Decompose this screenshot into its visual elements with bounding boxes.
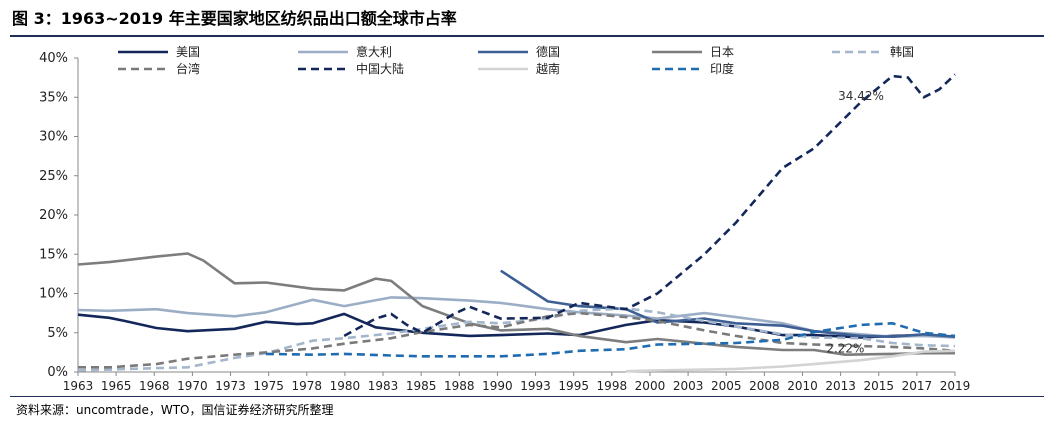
legend-label: 意大利: [356, 44, 392, 59]
title-row: 图 3：1963~2019 年主要国家地区纺织品出口额全球市占率: [12, 6, 1042, 34]
legend-item-7: 越南: [478, 61, 560, 76]
y-tick-label: 25%: [39, 169, 68, 184]
x-tick-label: 1973: [215, 379, 246, 393]
x-tick-label: 1993: [520, 379, 551, 393]
title-rule: [10, 35, 1044, 37]
x-tick-label: 1965: [101, 379, 132, 393]
series-line-0: [77, 312, 956, 339]
x-tick-label: 1978: [292, 379, 323, 393]
y-tick-label: 10%: [39, 287, 68, 302]
x-tick-label: 1985: [406, 379, 437, 393]
series-line-4: [77, 307, 956, 372]
legend-item-5: 台湾: [118, 61, 200, 76]
source-rule: [10, 396, 1044, 397]
axes: 0% 5% 10% 15% 20% 25% 30% 35% 40% 1963 1965 1968 197…: [39, 51, 970, 393]
source-note: 资料来源：uncomtrade，WTO，国信证券经济研究所整理: [16, 403, 334, 417]
x-tick-label: 1963: [63, 379, 94, 393]
x-tick-label: 2017: [902, 379, 933, 393]
x-tick-label: 1968: [139, 379, 170, 393]
annotation-label: 2.22%: [826, 342, 864, 356]
y-tick-label: 35%: [39, 90, 68, 105]
legend-label: 德国: [536, 44, 560, 59]
y-tick-label: 40%: [39, 51, 68, 66]
series-layer: [77, 73, 956, 373]
legend-item-4: 韩国: [832, 44, 914, 59]
series-line-5: [78, 311, 956, 369]
legend-label: 中国大陆: [356, 61, 404, 76]
x-tick-label: 2013: [825, 379, 856, 393]
legend-item-8: 印度: [652, 61, 734, 76]
legend-label: 韩国: [890, 44, 914, 59]
series-line-2: [500, 269, 956, 338]
series-line-6: [343, 73, 956, 338]
line-chart: 0% 5% 10% 15% 20% 25% 30% 35% 40% 1963 1965 1968 197…: [39, 44, 970, 393]
x-tick-label: 2005: [711, 379, 742, 393]
annotation-label: 34.42%: [838, 89, 884, 103]
series-line-7: [626, 349, 956, 373]
annotations: 34.42% 2.22%: [826, 89, 884, 356]
legend-item-2: 德国: [478, 44, 560, 59]
x-tick-label: 1998: [597, 379, 628, 393]
y-tick-label: 0%: [47, 365, 68, 380]
y-tick-label: 5%: [47, 326, 68, 341]
x-tick-label: 1990: [482, 379, 513, 393]
y-tick-label: 20%: [39, 208, 68, 223]
legend-label: 美国: [176, 45, 200, 59]
x-tick-label: 1975: [253, 379, 284, 393]
x-tick-label: 2000: [635, 379, 666, 393]
legend-item-1: 意大利: [298, 44, 392, 59]
x-tick-label: 1970: [177, 379, 208, 393]
legend-label: 印度: [710, 61, 734, 76]
legend-label: 台湾: [176, 61, 200, 76]
x-tick-label: 2010: [787, 379, 818, 393]
legend-label: 日本: [710, 45, 734, 59]
x-tick-label: 1980: [330, 379, 361, 393]
y-tick-label: 30%: [39, 130, 68, 145]
x-tick-label: 1988: [444, 379, 475, 393]
legend-item-0: 美国: [118, 45, 200, 59]
legend-item-3: 日本: [652, 45, 734, 59]
legend-item-6: 中国大陆: [298, 61, 404, 76]
y-tick-label: 15%: [39, 247, 68, 262]
x-tick-label: 2003: [673, 379, 704, 393]
legend-label: 越南: [536, 61, 560, 76]
x-tick-label: 1983: [368, 379, 399, 393]
x-tick-label: 2019: [940, 379, 971, 393]
x-tick-label: 2008: [749, 379, 780, 393]
chart-title: 图 3：1963~2019 年主要国家地区纺织品出口额全球市占率: [12, 9, 457, 28]
x-tick-label: 1995: [558, 379, 589, 393]
x-tick-label: 2015: [863, 379, 894, 393]
